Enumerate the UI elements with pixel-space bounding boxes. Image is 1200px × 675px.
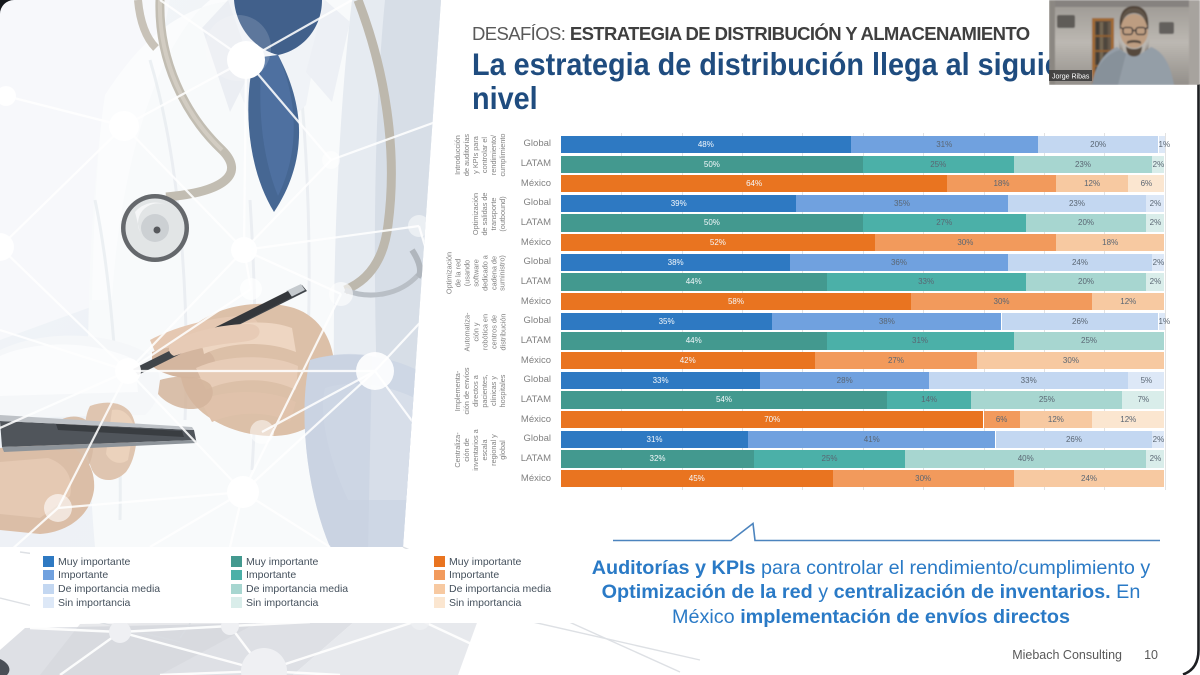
svg-text:Jorge Ribas: Jorge Ribas: [1052, 74, 1090, 81]
